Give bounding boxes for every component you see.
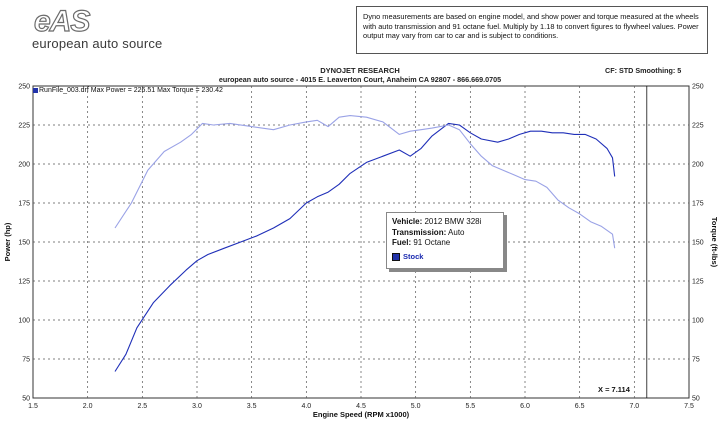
- vehicle-label: Vehicle:: [392, 217, 423, 226]
- x-tick-label: 3.0: [192, 403, 202, 410]
- y-tick-label: 150: [18, 240, 30, 247]
- x-tick-label: 2.5: [137, 403, 147, 410]
- fuel-value: 91 Octane: [413, 238, 451, 247]
- x-tick-label: 4.0: [301, 403, 311, 410]
- x-tick-label: 2.0: [83, 403, 93, 410]
- cursor-readout: X = 7.114: [598, 385, 630, 394]
- run-info: RunFile_003.drf Max Power = 226.51 Max T…: [33, 87, 223, 94]
- legend-stock: Stock: [392, 252, 498, 263]
- fuel-label: Fuel:: [392, 238, 412, 247]
- y2-tick-label: 150: [692, 240, 704, 247]
- y-tick-label: 50: [22, 396, 30, 403]
- correction-factor-label: CF: STD Smoothing: 5: [605, 66, 682, 75]
- legend-stock-label: Stock: [403, 251, 424, 261]
- fuel-row: Fuel: 91 Octane: [392, 238, 498, 249]
- y2-tick-label: 200: [692, 162, 704, 169]
- y2-tick-label: 225: [692, 123, 704, 130]
- x-tick-label: 5.5: [465, 403, 475, 410]
- transmission-row: Transmission: Auto: [392, 228, 498, 239]
- disclaimer-box: Dyno measurements are based on engine mo…: [356, 6, 708, 54]
- y-tick-label: 100: [18, 318, 30, 325]
- x-axis-label: Engine Speed (RPM x1000): [313, 410, 410, 419]
- series-line-power: [114, 122, 616, 372]
- x-tick-label: 6.0: [520, 403, 530, 410]
- y2-tick-label: 250: [692, 84, 704, 91]
- y-tick-label: 175: [18, 201, 30, 208]
- y2-axis-label: Torque (ft-lbs): [710, 217, 719, 268]
- x-tick-label: 7.5: [684, 403, 694, 410]
- logo: eAS european auto source: [10, 5, 200, 52]
- x-tick-label: 6.5: [575, 403, 585, 410]
- vehicle-value: 2012 BMW 328i: [424, 217, 482, 226]
- y2-tick-label: 175: [692, 201, 704, 208]
- logo-text: european auto source: [32, 36, 163, 51]
- y2-tick-label: 125: [692, 279, 704, 286]
- series-line-torque: [114, 115, 616, 249]
- y-tick-label: 250: [18, 84, 30, 91]
- y2-tick-label: 75: [692, 357, 700, 364]
- x-tick-label: 4.5: [356, 403, 366, 410]
- transmission-value: Auto: [448, 227, 465, 237]
- vehicle-row: Vehicle: 2012 BMW 328i: [392, 217, 498, 228]
- transmission-label: Transmission:: [392, 227, 447, 237]
- x-tick-label: 3.5: [247, 403, 257, 410]
- y-axis-label: Power (hp): [3, 222, 12, 261]
- logo-mark: eAS: [33, 5, 91, 38]
- y-tick-label: 225: [18, 123, 30, 130]
- chart-header-address: european auto source - 4015 E. Leaverton…: [218, 75, 502, 84]
- x-tick-label: 7.0: [629, 403, 639, 410]
- y-tick-label: 200: [18, 162, 30, 169]
- y-tick-label: 125: [18, 279, 30, 286]
- y2-tick-label: 50: [692, 396, 700, 403]
- x-tick-label: 5.0: [411, 403, 421, 410]
- run-info-text: RunFile_003.drf Max Power = 226.51 Max T…: [39, 87, 223, 94]
- x-tick-label: 1.5: [28, 403, 38, 410]
- vehicle-info-box: Vehicle: 2012 BMW 328i Transmission: Aut…: [386, 212, 504, 269]
- legend-swatch-icon: [392, 252, 400, 261]
- run-swatch-icon: [33, 87, 38, 93]
- y2-tick-label: 100: [692, 318, 704, 325]
- y-tick-label: 75: [22, 357, 30, 364]
- chart-header-title: DYNOJET RESEARCH: [320, 66, 400, 75]
